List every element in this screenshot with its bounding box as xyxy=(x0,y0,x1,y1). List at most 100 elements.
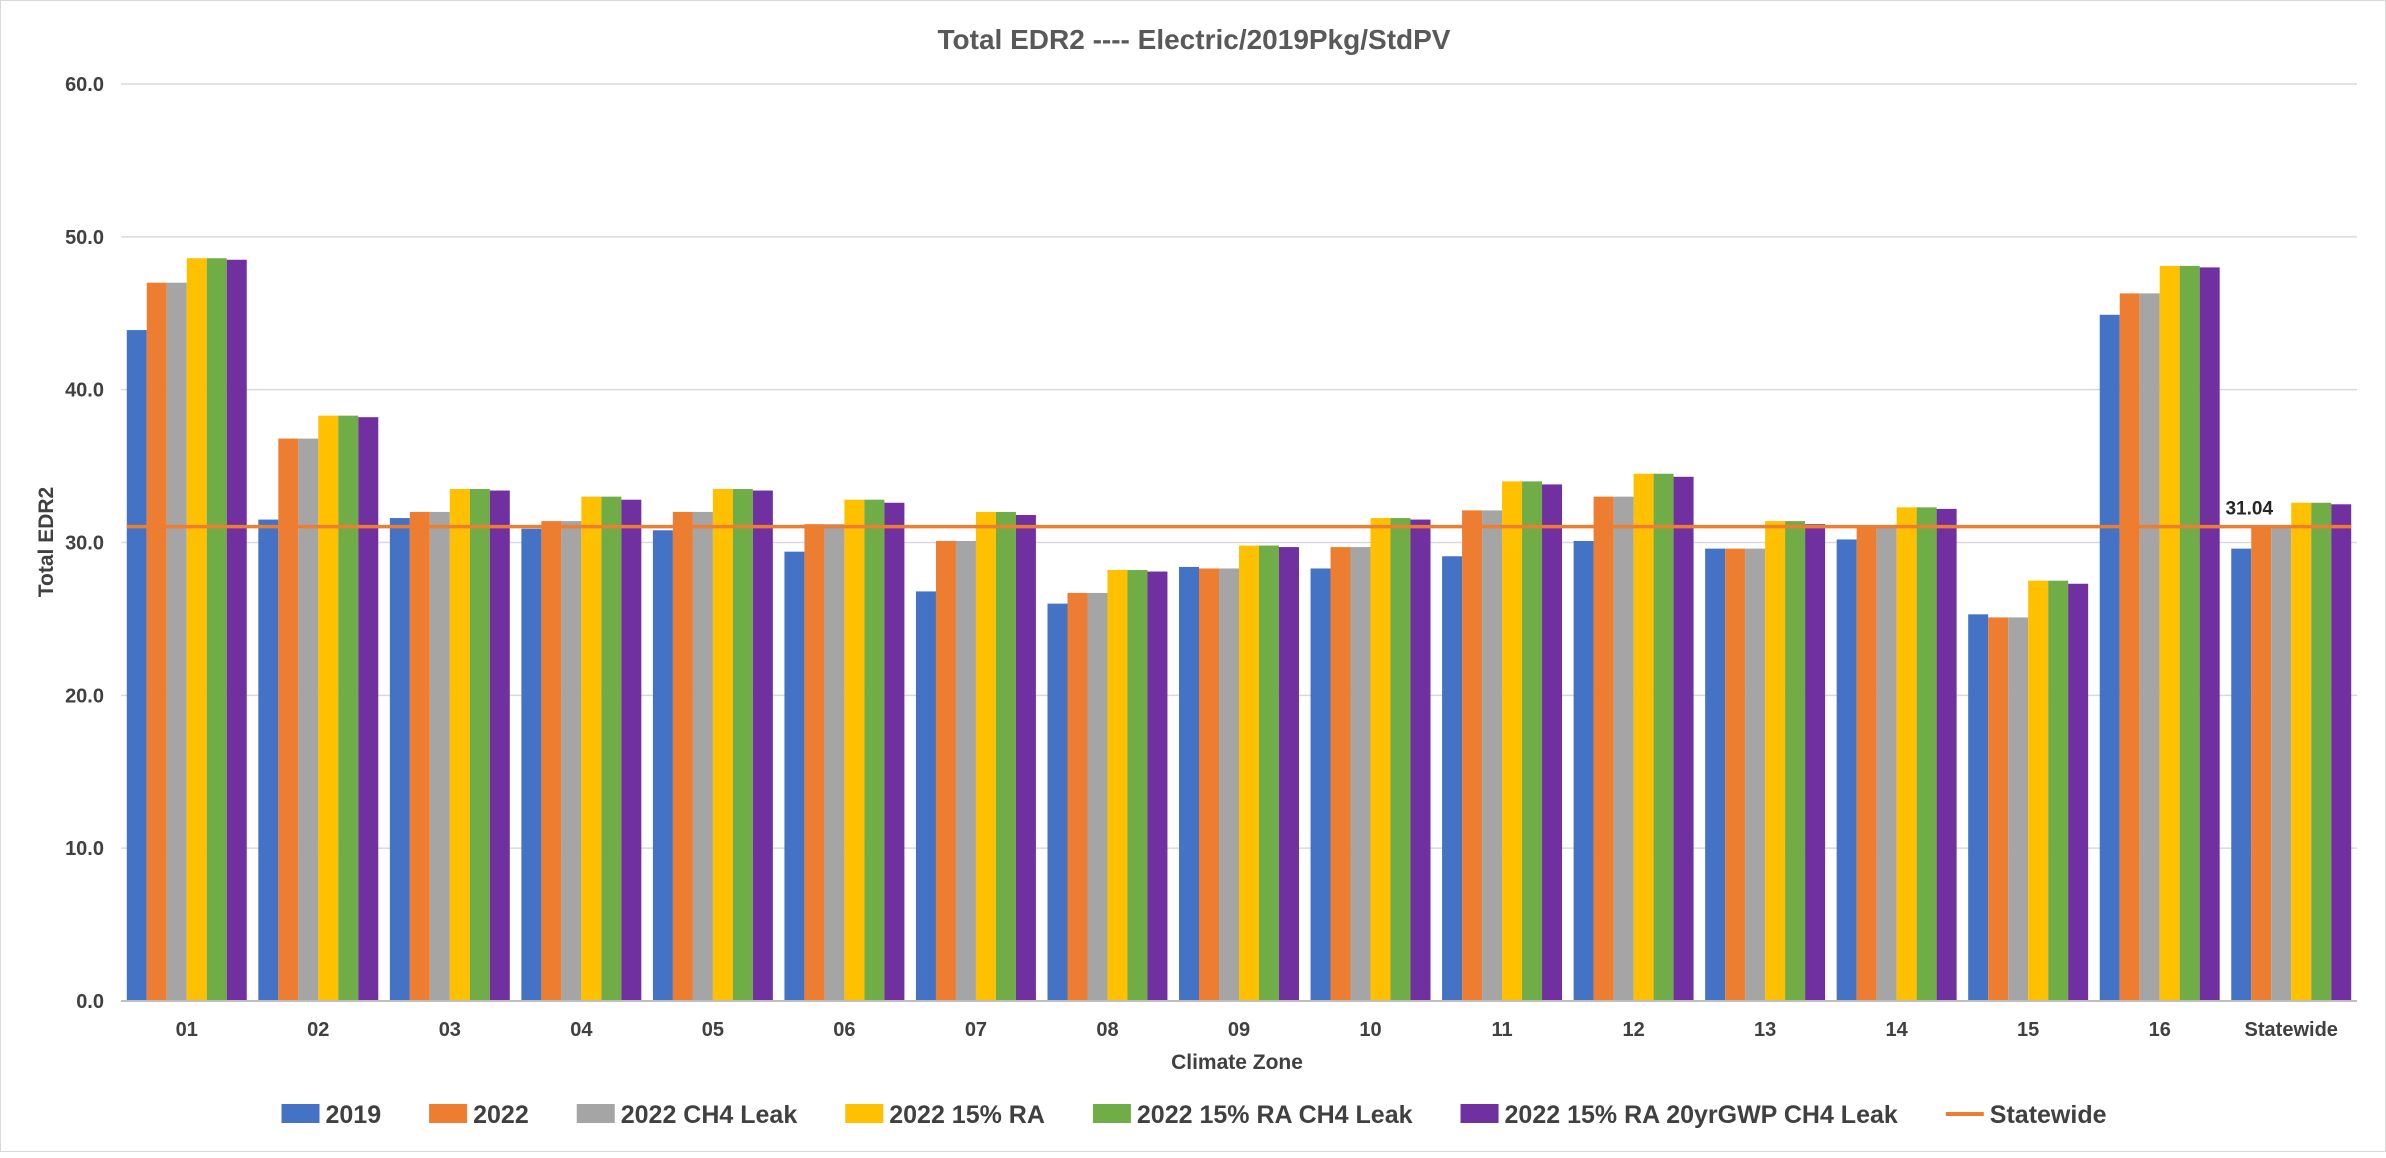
bar xyxy=(1673,476,1694,1001)
bar xyxy=(1350,547,1371,1001)
legend-item: 2022 15% RA xyxy=(845,1101,1045,1129)
bar xyxy=(1502,481,1523,1001)
legend-item: 2019 xyxy=(281,1101,381,1129)
bar xyxy=(126,330,147,1002)
x-tick-label: 10 xyxy=(1359,1019,1381,1041)
legend-swatch xyxy=(429,1104,468,1123)
bar xyxy=(975,511,996,1001)
bar xyxy=(521,528,542,1001)
x-tick-label: 07 xyxy=(965,1019,987,1041)
legend-swatch xyxy=(845,1104,884,1123)
bar xyxy=(358,417,379,1002)
x-tick-label: 12 xyxy=(1622,1019,1644,1041)
legend-label: 2022 xyxy=(473,1101,529,1129)
bar xyxy=(1179,566,1200,1001)
x-tick-label: 05 xyxy=(702,1019,724,1041)
bar xyxy=(298,438,319,1001)
legend-label: 2022 CH4 Leak xyxy=(621,1101,798,1129)
bar xyxy=(1593,496,1614,1001)
legend-label: 2022 15% RA xyxy=(889,1101,1045,1129)
bar xyxy=(884,502,905,1001)
legend-swatch xyxy=(281,1104,320,1123)
bar xyxy=(824,524,845,1001)
legend-item: 2022 xyxy=(429,1101,529,1129)
bar xyxy=(1896,507,1917,1001)
bar xyxy=(1705,548,1726,1001)
bar xyxy=(1310,568,1331,1001)
legend-label: Statewide xyxy=(1990,1101,2107,1129)
bar xyxy=(1968,614,1989,1001)
x-tick-label: 08 xyxy=(1096,1019,1118,1041)
bar xyxy=(318,415,339,1002)
x-tick-label: 06 xyxy=(833,1019,855,1041)
bar xyxy=(2291,502,2312,1001)
bar xyxy=(1785,521,1806,1001)
bar xyxy=(2251,525,2272,1001)
bar xyxy=(1127,570,1148,1001)
x-tick-label: 16 xyxy=(2149,1019,2171,1041)
bar xyxy=(1258,545,1279,1001)
bar xyxy=(1745,548,1766,1001)
bar xyxy=(2331,504,2352,1001)
bar xyxy=(1087,592,1108,1001)
bar xyxy=(1936,508,1957,1001)
bar xyxy=(1047,603,1068,1001)
legend-item: 2022 CH4 Leak xyxy=(576,1101,798,1129)
x-tick-label: 09 xyxy=(1228,1019,1250,1041)
bar xyxy=(995,511,1016,1001)
bar xyxy=(1633,473,1654,1002)
bar xyxy=(166,282,187,1001)
chart-title: Total EDR2 ---- Electric/2019Pkg/StdPV xyxy=(938,24,1451,55)
legend-swatch xyxy=(1092,1104,1131,1123)
x-tick-label: 04 xyxy=(570,1019,593,1041)
x-tick-label: Statewide xyxy=(2245,1019,2338,1041)
bar xyxy=(2028,580,2049,1001)
bar xyxy=(2199,267,2220,1001)
bar xyxy=(2048,580,2069,1001)
bar xyxy=(1107,570,1128,1001)
bar xyxy=(1482,510,1503,1001)
y-tick-label: 40.0 xyxy=(65,380,104,402)
bar xyxy=(561,521,582,1001)
bar xyxy=(804,524,825,1001)
bar xyxy=(1542,484,1563,1001)
y-axis-title: Total EDR2 xyxy=(35,487,58,597)
bar xyxy=(1278,547,1299,1001)
bar xyxy=(409,511,430,1001)
axes: 0.0 10.0 20.0 30.0 40.0 50.0 60.0 01 02 03 04 05 06 0… xyxy=(65,74,2357,1041)
y-tick-label: 10.0 xyxy=(65,838,104,860)
x-tick-label: 15 xyxy=(2017,1019,2039,1041)
bar xyxy=(1653,473,1674,1002)
bar xyxy=(581,496,602,1001)
bar xyxy=(258,519,279,1001)
bar xyxy=(1390,518,1411,1001)
legend-item: 2022 15% RA 20yrGWP CH4 Leak xyxy=(1460,1101,1898,1129)
bar xyxy=(429,511,450,1001)
bar xyxy=(935,540,956,1001)
bar xyxy=(469,489,490,1001)
bar xyxy=(1015,514,1036,1001)
bar xyxy=(1442,556,1463,1001)
bar xyxy=(2119,293,2140,1001)
bar xyxy=(601,496,622,1001)
bar xyxy=(186,258,207,1002)
bar xyxy=(1330,547,1351,1001)
bar xyxy=(206,258,227,1002)
bar xyxy=(692,511,713,1001)
bar xyxy=(1836,539,1857,1001)
bar xyxy=(712,489,733,1001)
statewide-value-label: 31.04 xyxy=(2225,499,2273,520)
bar xyxy=(2068,583,2089,1001)
bar xyxy=(1410,519,1431,1001)
bar xyxy=(1147,571,1168,1001)
bar xyxy=(1856,527,1877,1001)
bar xyxy=(541,521,562,1001)
legend-label: 2022 15% RA CH4 Leak xyxy=(1137,1101,1413,1129)
bar xyxy=(915,591,936,1001)
x-tick-label: 03 xyxy=(439,1019,461,1041)
bar xyxy=(278,438,299,1001)
legend: 2019 2022 2022 CH4 Leak 2022 15% RA 2022 15%… xyxy=(281,1101,2107,1129)
bar xyxy=(784,551,805,1001)
